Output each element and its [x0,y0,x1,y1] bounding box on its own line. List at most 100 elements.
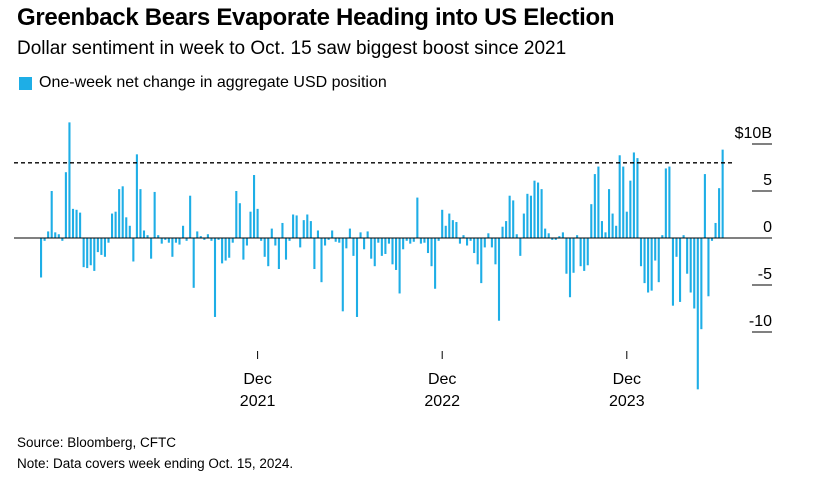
bar [299,238,302,248]
bar [47,231,50,238]
bar [448,213,451,238]
bar [622,166,625,238]
bar [540,189,543,238]
bar [561,232,564,238]
bar [238,203,241,238]
y-tick-label: 5 [763,172,772,189]
bar [228,238,231,258]
bar [647,238,650,293]
bar [111,213,114,238]
bar [657,238,660,283]
bar [281,222,284,238]
bar [146,235,149,238]
bar [331,230,334,238]
bar [466,238,469,246]
bar [270,228,273,238]
bar [338,238,341,243]
chart-title: Greenback Bears Evaporate Heading into U… [17,4,615,31]
bar [171,238,174,257]
bar [579,238,582,267]
bar [497,238,501,321]
bar [288,238,291,241]
bar [632,152,635,238]
data-note: Note: Data covers week ending Oct. 15, 2… [17,456,294,471]
bar [568,238,572,298]
bar [103,238,106,257]
bar [604,232,607,238]
bar [586,238,589,266]
bar [373,238,376,267]
bar [40,238,43,278]
bar [327,238,330,240]
bar [139,189,142,238]
bar [54,232,57,238]
bar [654,238,657,261]
bar [284,238,288,260]
bar [114,211,117,238]
bar [68,122,71,238]
bar [352,238,355,256]
bar [664,168,667,238]
bar [213,238,217,317]
bar [309,221,312,238]
bar [128,225,131,238]
bar [508,195,511,238]
bar [178,238,181,245]
bar [64,172,67,238]
bar [89,238,92,266]
bar [522,213,525,238]
bar [643,238,646,284]
x-tick-label-month: Dec [428,371,456,388]
bar [125,217,128,238]
bar [221,238,224,264]
bar [57,234,60,238]
bar [533,180,536,238]
y-tick-label: 0 [763,219,772,236]
bar [423,238,426,243]
bar [150,238,153,259]
bar [469,238,472,241]
bar [689,238,692,293]
bar [462,235,465,238]
bar [512,200,515,238]
bar [153,191,156,238]
bar [160,238,163,244]
x-tick-label-month: Dec [613,371,641,388]
bar [167,238,170,243]
bar [398,238,401,294]
bar [355,238,359,317]
x-tick-label-month: Dec [243,371,271,388]
bar [483,238,486,248]
bar [426,238,430,254]
bar [199,236,202,238]
bar [583,238,586,271]
bar [437,238,440,241]
bar [480,238,483,284]
bar [718,188,721,238]
bar [292,214,295,238]
bar [135,154,138,238]
bar [96,238,99,253]
bar [320,238,323,283]
bar [490,238,493,248]
bar [118,189,121,238]
bar [334,238,337,242]
bar [501,226,504,238]
bar [682,235,685,238]
x-tick-label-year: 2022 [424,393,460,410]
bar [192,238,195,288]
bar [206,234,209,238]
bar [260,238,263,241]
bar [608,189,611,238]
bar [93,238,96,271]
bar [224,238,227,261]
bar [263,238,266,257]
bar [671,238,674,306]
bar [341,238,344,312]
bar [419,238,422,244]
bar [405,238,408,241]
bar [636,158,639,238]
bar [174,238,177,243]
bar [458,238,461,244]
bar [451,220,454,238]
